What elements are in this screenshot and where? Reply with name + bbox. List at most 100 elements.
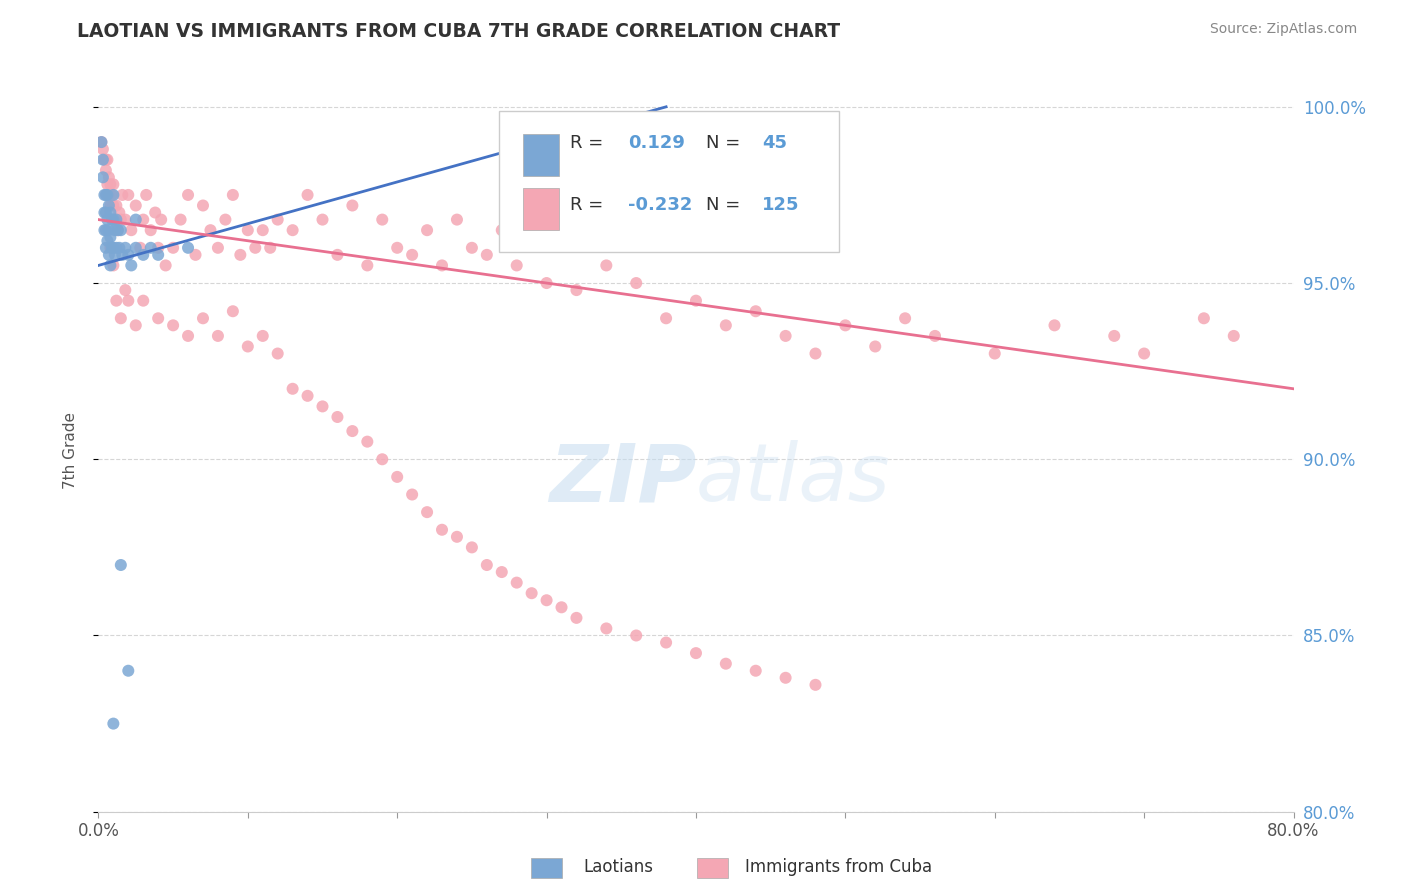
Point	[191, 198, 214, 212]
Point	[229, 248, 252, 262]
Point	[446, 212, 468, 227]
Point	[97, 223, 120, 237]
Point	[222, 304, 245, 318]
Point	[103, 198, 125, 212]
Point	[214, 212, 236, 227]
Point	[640, 212, 662, 227]
Point	[685, 293, 707, 308]
Point	[236, 339, 259, 353]
Point	[104, 212, 127, 227]
Point	[108, 205, 131, 219]
Point	[125, 318, 148, 333]
Point	[401, 248, 423, 262]
Point	[191, 311, 214, 326]
Point	[536, 276, 558, 290]
Point	[745, 304, 768, 318]
Point	[90, 135, 112, 149]
Point	[97, 188, 120, 202]
Point	[311, 400, 333, 414]
Point	[129, 241, 152, 255]
Point	[401, 487, 423, 501]
Point	[103, 212, 125, 227]
Point	[775, 329, 797, 343]
Text: 125: 125	[762, 196, 799, 214]
Point	[162, 241, 184, 255]
Point	[461, 241, 484, 255]
Point	[93, 153, 115, 167]
Point	[155, 259, 177, 273]
Point	[110, 212, 132, 227]
Point	[252, 223, 274, 237]
Text: N =: N =	[706, 196, 745, 214]
Point	[775, 671, 797, 685]
Point	[565, 283, 588, 297]
Point	[475, 558, 498, 572]
Y-axis label: 7th Grade: 7th Grade	[63, 412, 77, 489]
Point	[385, 470, 409, 484]
Point	[371, 212, 394, 227]
Point	[139, 223, 162, 237]
Point	[714, 318, 737, 333]
FancyBboxPatch shape	[499, 111, 839, 252]
Point	[804, 678, 827, 692]
Point	[506, 575, 529, 590]
Point	[491, 565, 513, 579]
Point	[104, 223, 127, 237]
Point	[430, 259, 453, 273]
Point	[98, 205, 122, 219]
Point	[91, 170, 114, 185]
Point	[1192, 311, 1215, 326]
Point	[326, 409, 349, 424]
Point	[97, 248, 120, 262]
Point	[714, 657, 737, 671]
Point	[150, 212, 173, 227]
Point	[105, 212, 128, 227]
Text: R =: R =	[571, 135, 609, 153]
Point	[117, 248, 139, 262]
Text: LAOTIAN VS IMMIGRANTS FROM CUBA 7TH GRADE CORRELATION CHART: LAOTIAN VS IMMIGRANTS FROM CUBA 7TH GRAD…	[77, 22, 841, 41]
Point	[96, 153, 118, 167]
Point	[177, 329, 200, 343]
Point	[120, 259, 142, 273]
Point	[342, 198, 364, 212]
Point	[90, 135, 112, 149]
Point	[184, 248, 207, 262]
Point	[1043, 318, 1066, 333]
Point	[177, 188, 200, 202]
Point	[91, 142, 114, 156]
Point	[98, 259, 122, 273]
Point	[101, 241, 124, 255]
Point	[94, 205, 117, 219]
Point	[110, 558, 132, 572]
Point	[506, 259, 529, 273]
Point	[111, 188, 134, 202]
Point	[139, 241, 162, 255]
Text: R =: R =	[571, 196, 609, 214]
Point	[207, 241, 229, 255]
Text: Source: ZipAtlas.com: Source: ZipAtlas.com	[1209, 22, 1357, 37]
Point	[1133, 346, 1156, 360]
Point	[132, 248, 155, 262]
Point	[117, 293, 139, 308]
Point	[107, 223, 129, 237]
Text: 45: 45	[762, 135, 787, 153]
Point	[626, 276, 648, 290]
Text: atlas: atlas	[696, 441, 891, 518]
Text: 0.129: 0.129	[628, 135, 685, 153]
Point	[98, 178, 122, 192]
Point	[259, 241, 281, 255]
Point	[595, 259, 617, 273]
Point	[94, 241, 117, 255]
Point	[97, 198, 120, 212]
Point	[94, 188, 117, 202]
Point	[110, 311, 132, 326]
Point	[91, 153, 114, 167]
Point	[148, 248, 170, 262]
Point	[200, 223, 222, 237]
Point	[520, 212, 543, 227]
Point	[430, 523, 453, 537]
Point	[98, 198, 122, 212]
Point	[311, 212, 333, 227]
Point	[924, 329, 946, 343]
Point	[108, 241, 131, 255]
